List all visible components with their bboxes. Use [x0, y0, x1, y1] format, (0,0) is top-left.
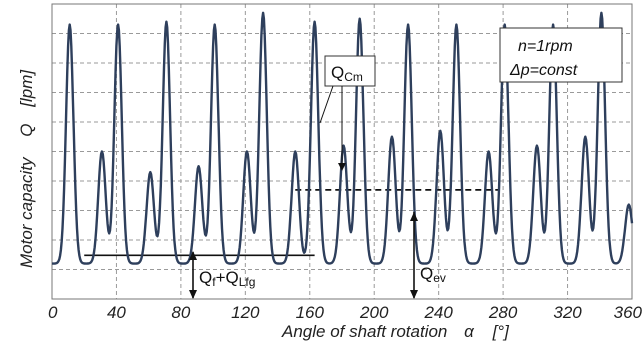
q-cm-label-box	[324, 55, 376, 87]
conditions-box	[499, 27, 623, 83]
x-tick-label-7: 280	[488, 303, 518, 322]
y-axis-label-text: Motor capacity	[17, 156, 36, 268]
q-cm-label-sub: Cm	[344, 70, 363, 84]
q-ev-arrowhead-top	[410, 212, 418, 221]
q-f-arrowhead-bottom	[189, 290, 197, 299]
condition-speed: n=1rpm	[518, 38, 573, 55]
condition-pressure: Δp=const	[509, 62, 578, 79]
q-cm-arrowhead-2	[338, 163, 346, 171]
y-axis-label-unit: [lpm]	[17, 69, 36, 108]
x-tick-label-2: 80	[171, 303, 190, 322]
x-tick-labels: 0 40 80 120 160 200 240 280 320 360	[48, 303, 643, 322]
q-cm-arrow-1	[319, 85, 334, 124]
q-f-label-sub1: f	[212, 275, 216, 289]
x-tick-label-6: 240	[423, 303, 453, 322]
x-axis-label-symbol: α	[464, 322, 475, 341]
x-axis-label-unit: [°]	[492, 322, 511, 341]
x-tick-label-9: 360	[614, 303, 643, 322]
x-tick-label-5: 200	[359, 303, 389, 322]
q-f-arrowhead-top	[189, 251, 197, 260]
q-f-label-sub2: Lfg	[239, 275, 256, 289]
q-ev-label: Qev	[420, 264, 446, 285]
x-tick-label-0: 0	[48, 303, 58, 322]
plot-frame	[51, 3, 633, 300]
q-ev-label-sub: ev	[433, 271, 446, 285]
x-tick-label-1: 40	[107, 303, 126, 322]
q-f-label-main: Q	[199, 268, 212, 287]
q-ev-label-main: Q	[420, 264, 433, 283]
y-axis-label: Motor capacity Q [lpm]	[17, 69, 36, 268]
q-ev-arrowhead-bottom	[410, 290, 418, 299]
x-tick-label-4: 160	[296, 303, 325, 322]
x-tick-label-8: 320	[553, 303, 582, 322]
q-cm-label-main: Q	[331, 63, 344, 82]
y-axis-label-symbol: Q	[17, 123, 36, 136]
x-axis-label-text: Angle of shaft rotation	[281, 322, 447, 341]
q-f-label: Qf+QLfg	[199, 268, 255, 289]
q-f-label-plus: +Q	[216, 268, 239, 287]
x-axis-label: Angle of shaft rotation α [°]	[281, 322, 510, 341]
q-cm-label: QCm	[331, 63, 363, 84]
x-tick-label-3: 120	[231, 303, 260, 322]
